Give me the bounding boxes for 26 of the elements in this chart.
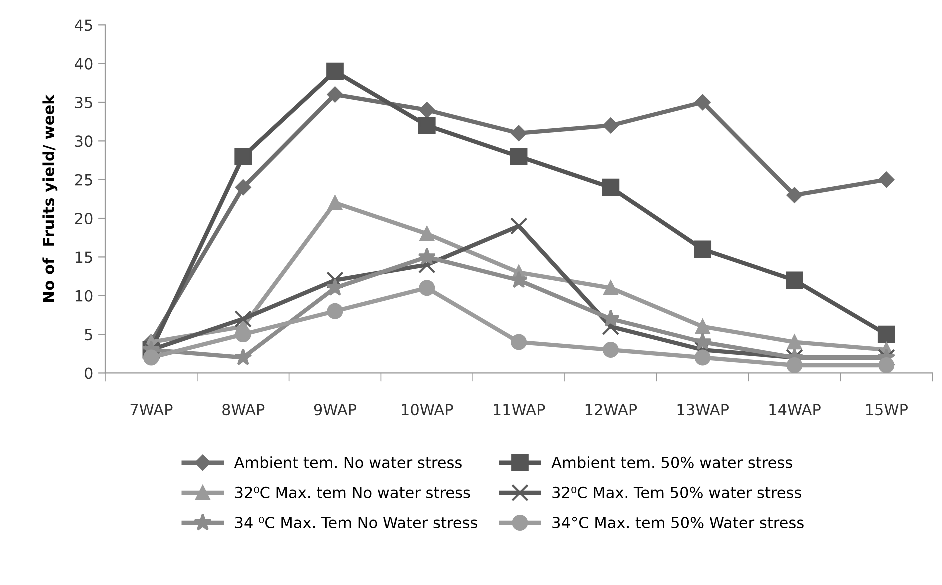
legend-label: Ambient tem. No water stress — [234, 456, 462, 468]
y-tick-label: 20 — [75, 212, 93, 225]
y-tick-label: 10 — [76, 290, 93, 302]
legend-label: 32⁰C Max. Tem 50% water stress — [552, 486, 802, 498]
y-tick-label: 45 — [75, 20, 92, 32]
y-axis-title: No of Fruits yield/ week — [42, 94, 58, 302]
x-tick-label: 10WAP — [402, 404, 454, 416]
legend-label: 34°C Max. tem 50% Water stress — [552, 516, 804, 529]
legend-label: Ambient tem. 50% water stress — [552, 456, 792, 468]
x-tick-label: 14WAP — [770, 404, 821, 416]
x-tick-label: 15WP — [866, 404, 908, 416]
legend-label: 34 ⁰C Max. Tem No Water stress — [235, 516, 478, 529]
y-tick-label: 25 — [75, 174, 92, 186]
y-tick-label: 5 — [85, 329, 92, 341]
legend-label: 32⁰C Max. tem No water stress — [235, 486, 470, 498]
y-tick-label: 30 — [75, 136, 93, 148]
x-tick-label: 11WAP — [494, 404, 546, 416]
x-tick-label: 13WAP — [678, 404, 729, 416]
y-tick-label: 40 — [75, 58, 93, 70]
x-tick-label: 9WAP — [314, 404, 357, 416]
y-tick-label: 0 — [84, 368, 93, 380]
x-tick-label: 7WAP — [130, 404, 173, 416]
x-tick-label: 12WAP — [586, 404, 638, 416]
y-tick-label: 35 — [75, 96, 92, 109]
x-tick-label: 8WAP — [222, 404, 265, 416]
y-tick-label: 15 — [76, 252, 92, 264]
